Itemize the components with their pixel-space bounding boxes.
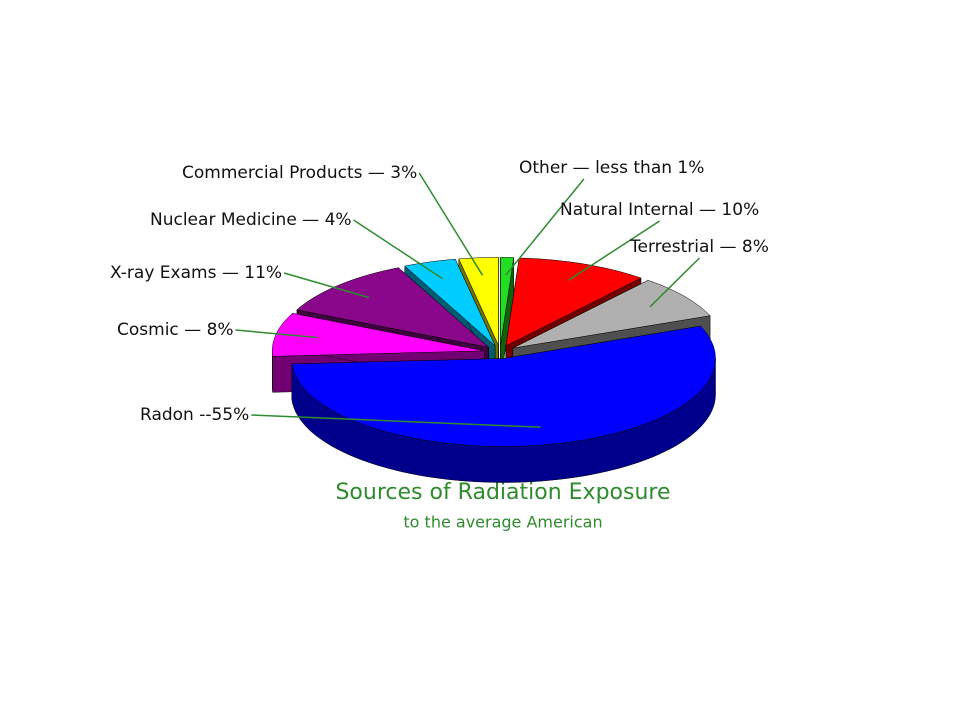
chart-subtitle: to the average American (403, 513, 602, 532)
slice (500, 257, 515, 382)
labels: Other — less than 1% Natural Internal — 1… (110, 158, 769, 428)
data-label: Commercial Products — 3% (182, 163, 417, 183)
slice (291, 325, 716, 483)
leader-line (649, 257, 700, 308)
data-label: Other — less than 1% (519, 158, 704, 178)
slice-top (291, 325, 716, 447)
slice-top (458, 257, 499, 346)
slice-top (512, 280, 711, 349)
leader-line (418, 172, 484, 276)
pie (272, 257, 716, 483)
data-label: Natural Internal — 10% (560, 200, 759, 220)
data-label: Nuclear Medicine — 4% (150, 210, 352, 230)
slice-top (500, 257, 515, 346)
leader-line (283, 272, 369, 299)
leader-line (353, 219, 444, 280)
data-label: Terrestrial — 8% (629, 237, 769, 257)
leader-line (235, 329, 318, 339)
data-label: Radon --55% (140, 405, 249, 425)
data-label: X-ray Exams — 11% (110, 263, 282, 283)
slice-top (296, 267, 490, 348)
leader-line (567, 220, 661, 281)
data-label: Cosmic — 8% (117, 320, 234, 340)
slice-top (505, 257, 642, 347)
chart-title: Sources of Radiation Exposure (335, 480, 670, 505)
leader-line (505, 178, 585, 276)
leader-line (251, 414, 541, 428)
slice-top (404, 258, 496, 346)
